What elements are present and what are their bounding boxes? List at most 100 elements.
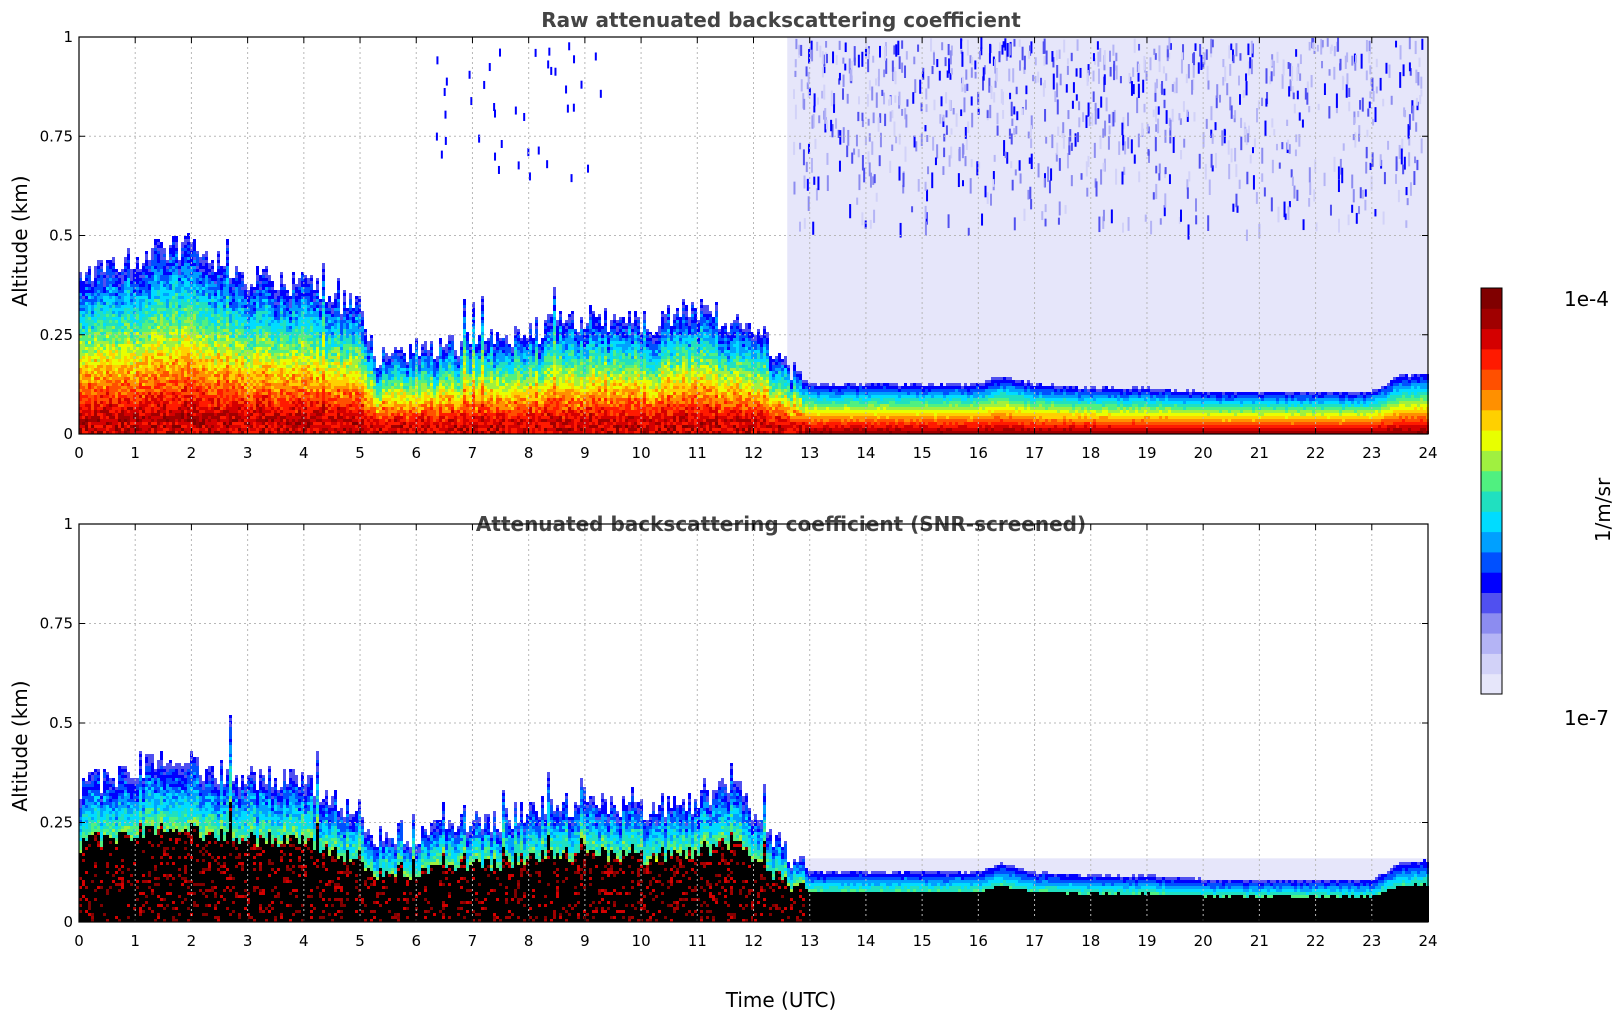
heatmap-cell xyxy=(160,326,163,329)
heatmap-cell xyxy=(127,359,130,362)
heatmap-cell xyxy=(85,314,88,317)
heatmap-cell xyxy=(148,341,151,344)
heatmap-cell xyxy=(133,299,136,302)
heatmap-cell xyxy=(193,350,196,353)
heatmap-cell xyxy=(175,395,178,398)
heatmap-cell xyxy=(184,329,187,332)
heatmap-cell xyxy=(202,296,205,299)
heatmap-cell xyxy=(160,365,163,368)
heatmap-cell xyxy=(154,368,157,371)
heatmap-cell xyxy=(166,293,169,296)
heatmap-cell xyxy=(160,269,163,272)
heatmap-cell xyxy=(109,299,112,302)
heatmap-cell xyxy=(178,416,181,419)
heatmap-cell xyxy=(172,368,175,371)
heatmap-cell xyxy=(139,287,142,290)
heatmap-cell xyxy=(94,317,97,320)
heatmap-cell xyxy=(148,278,151,281)
heatmap-cell xyxy=(157,389,160,392)
heatmap-cell xyxy=(88,353,91,356)
heatmap-cell xyxy=(166,383,169,386)
heatmap-cell xyxy=(202,422,205,425)
heatmap-cell xyxy=(184,392,187,395)
heatmap-cell xyxy=(202,428,205,431)
heatmap-cell xyxy=(151,260,154,263)
heatmap-cell xyxy=(181,284,184,287)
heatmap-cell xyxy=(184,413,187,416)
heatmap-cell xyxy=(202,317,205,320)
heatmap-cell xyxy=(121,287,124,290)
heatmap-cell xyxy=(175,281,178,284)
heatmap-cell xyxy=(175,260,178,263)
heatmap-cell xyxy=(169,338,172,341)
heatmap-cell xyxy=(148,266,151,269)
heatmap-cell xyxy=(199,335,202,338)
heatmap-cell xyxy=(202,383,205,386)
heatmap-cell xyxy=(193,416,196,419)
heatmap-cell xyxy=(130,275,133,278)
heatmap-cell xyxy=(187,251,190,254)
heatmap-cell xyxy=(121,398,124,401)
heatmap-cell xyxy=(145,377,148,380)
heatmap-cell xyxy=(97,275,100,278)
heatmap-cell xyxy=(169,311,172,314)
heatmap-cell xyxy=(127,248,130,251)
heatmap-cell xyxy=(118,413,121,416)
heatmap-cell xyxy=(151,302,154,305)
heatmap-cell xyxy=(106,371,109,374)
heatmap-cell xyxy=(202,293,205,296)
heatmap-cell xyxy=(121,278,124,281)
heatmap-cell xyxy=(154,314,157,317)
heatmap-cell xyxy=(139,302,142,305)
heatmap-column xyxy=(112,257,115,434)
heatmap-cell xyxy=(133,284,136,287)
heatmap-cell xyxy=(130,281,133,284)
heatmap-cell xyxy=(100,296,103,299)
heatmap-cell xyxy=(145,302,148,305)
heatmap-cell xyxy=(121,275,124,278)
heatmap-cell xyxy=(145,329,148,332)
heatmap-cell xyxy=(109,302,112,305)
heatmap-cell xyxy=(103,386,106,389)
heatmap-cell xyxy=(169,269,172,272)
heatmap-cell xyxy=(178,389,181,392)
heatmap-cell xyxy=(166,410,169,413)
heatmap-cell xyxy=(202,320,205,323)
heatmap-cell xyxy=(88,374,91,377)
heatmap-cell xyxy=(163,326,166,329)
heatmap-cell xyxy=(127,263,130,266)
heatmap-cell xyxy=(160,344,163,347)
heatmap-column xyxy=(103,272,106,434)
heatmap-cell xyxy=(154,365,157,368)
heatmap-cell xyxy=(157,335,160,338)
heatmap-cell xyxy=(94,362,97,365)
heatmap-cell xyxy=(175,347,178,350)
heatmap-cell xyxy=(157,341,160,344)
heatmap-cell xyxy=(205,374,208,377)
heatmap-cell xyxy=(154,422,157,425)
heatmap-column xyxy=(115,269,118,434)
heatmap-cell xyxy=(91,308,94,311)
heatmap-cell xyxy=(187,287,190,290)
heatmap-cell xyxy=(88,278,91,281)
heatmap-cell xyxy=(202,290,205,293)
heatmap-cell xyxy=(88,299,91,302)
heatmap-cell xyxy=(187,380,190,383)
heatmap-cell xyxy=(130,368,133,371)
heatmap-cell xyxy=(172,410,175,413)
heatmap-cell xyxy=(193,398,196,401)
heatmap-cell xyxy=(106,299,109,302)
heatmap-cell xyxy=(115,335,118,338)
heatmap-cell xyxy=(187,317,190,320)
heatmap-cell xyxy=(208,413,211,416)
heatmap-cell xyxy=(139,410,142,413)
heatmap-cell xyxy=(169,251,172,254)
heatmap-cell xyxy=(148,305,151,308)
heatmap-cell xyxy=(199,326,202,329)
heatmap-cell xyxy=(208,266,211,269)
heatmap-cell xyxy=(169,293,172,296)
heatmap-cell xyxy=(193,269,196,272)
heatmap-cell xyxy=(163,323,166,326)
heatmap-cell xyxy=(166,344,169,347)
heatmap-cell xyxy=(112,275,115,278)
